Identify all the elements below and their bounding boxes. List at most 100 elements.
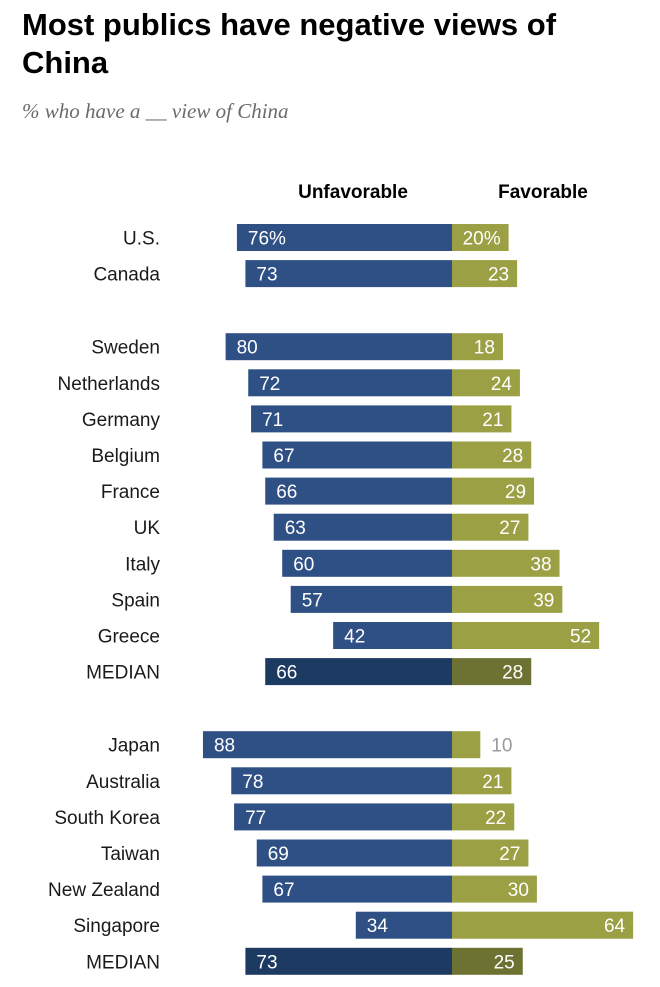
legend-favorable: Favorable	[498, 182, 588, 203]
unfavorable-value-label: 72	[259, 374, 280, 395]
favorable-value-label: 24	[491, 374, 513, 395]
favorable-value-label: 27	[499, 518, 520, 539]
favorable-value-label: 29	[505, 482, 526, 503]
favorable-bar	[452, 224, 509, 251]
unfavorable-bar	[265, 658, 452, 686]
favorable-value-label: 30	[508, 880, 529, 901]
favorable-value-label: 22	[485, 808, 506, 829]
category-label: MEDIAN	[86, 952, 160, 973]
category-label: UK	[134, 518, 161, 539]
favorable-bar	[452, 260, 518, 288]
unfavorable-value-label: 66	[276, 663, 297, 684]
unfavorable-bar	[256, 839, 452, 867]
unfavorable-value-label: 73	[256, 265, 277, 286]
unfavorable-value-label: 67	[273, 880, 294, 901]
favorable-bar	[452, 839, 529, 867]
chart-subtitle: % who have a __ view of China	[22, 99, 289, 123]
favorable-value-label: 20%	[463, 229, 501, 250]
category-label: Japan	[108, 736, 160, 757]
unfavorable-value-label: 80	[237, 338, 258, 359]
unfavorable-value-label: 34	[367, 916, 389, 937]
favorable-value-label: 21	[482, 410, 503, 431]
favorable-value-label: 23	[488, 265, 509, 286]
unfavorable-bar	[245, 947, 452, 975]
favorable-bar	[452, 441, 532, 469]
category-label: Spain	[111, 590, 160, 611]
category-label: Italy	[125, 554, 160, 575]
unfavorable-value-label: 78	[242, 772, 263, 793]
unfavorable-bar	[273, 513, 452, 541]
unfavorable-bar	[355, 911, 452, 939]
unfavorable-bar	[262, 441, 452, 469]
favorable-bar	[452, 658, 532, 686]
favorable-bar	[452, 405, 512, 433]
unfavorable-bar	[236, 224, 452, 251]
unfavorable-value-label: 88	[214, 736, 235, 757]
category-label: Greece	[98, 627, 160, 648]
unfavorable-bar	[202, 731, 452, 759]
favorable-value-label: 25	[494, 952, 515, 973]
category-label: Singapore	[73, 916, 160, 937]
favorable-value-label: 10	[491, 736, 512, 757]
favorable-bar	[452, 369, 520, 397]
unfavorable-value-label: 69	[268, 844, 289, 865]
favorable-bar	[452, 731, 481, 759]
category-label: Canada	[93, 265, 160, 286]
unfavorable-bar	[290, 585, 452, 613]
favorable-bar	[452, 911, 634, 939]
favorable-bar	[452, 477, 535, 505]
favorable-value-label: 21	[482, 772, 503, 793]
favorable-value-label: 28	[502, 663, 523, 684]
unfavorable-value-label: 67	[273, 446, 294, 467]
category-label: France	[101, 482, 160, 503]
favorable-value-label: 28	[502, 446, 523, 467]
favorable-bar	[452, 767, 512, 795]
favorable-bar	[452, 947, 523, 975]
category-label: Netherlands	[58, 374, 160, 395]
unfavorable-value-label: 63	[285, 518, 306, 539]
unfavorable-bar	[225, 333, 452, 361]
unfavorable-value-label: 73	[256, 952, 277, 973]
unfavorable-bar	[245, 260, 452, 288]
unfavorable-value-label: 77	[245, 808, 266, 829]
category-label: Sweden	[91, 338, 160, 359]
unfavorable-value-label: 57	[302, 590, 323, 611]
legend-unfavorable: Unfavorable	[298, 182, 408, 203]
category-label: Germany	[82, 410, 161, 431]
favorable-bar	[452, 333, 503, 361]
unfavorable-value-label: 76%	[248, 229, 286, 250]
favorable-value-label: 52	[570, 627, 591, 648]
unfavorable-bar	[251, 405, 452, 433]
category-label: U.S.	[123, 229, 160, 250]
unfavorable-bar	[231, 767, 452, 795]
favorable-bar	[452, 549, 560, 577]
favorable-bar	[452, 622, 600, 649]
favorable-bar	[452, 803, 515, 831]
unfavorable-value-label: 60	[293, 554, 314, 575]
favorable-value-label: 64	[604, 916, 626, 937]
chart-title: Most publics have negative views of Chin…	[22, 7, 557, 80]
favorable-bar	[452, 585, 563, 613]
favorable-value-label: 39	[533, 590, 554, 611]
category-label: Australia	[86, 772, 160, 793]
favorable-value-label: 38	[530, 554, 551, 575]
unfavorable-bar	[333, 622, 452, 649]
favorable-value-label: 18	[474, 338, 495, 359]
unfavorable-bar	[234, 803, 452, 831]
category-label: New Zealand	[48, 880, 160, 901]
unfavorable-bar	[282, 549, 452, 577]
favorable-value-label: 27	[499, 844, 520, 865]
favorable-bar	[452, 875, 537, 903]
category-label: Belgium	[91, 446, 160, 467]
category-label: MEDIAN	[86, 663, 160, 684]
unfavorable-value-label: 42	[344, 627, 365, 648]
category-label: South Korea	[54, 808, 160, 829]
unfavorable-bar	[262, 875, 452, 903]
unfavorable-bar	[265, 477, 452, 505]
category-label: Taiwan	[101, 844, 160, 865]
favorable-bar	[452, 513, 529, 541]
unfavorable-value-label: 71	[262, 410, 283, 431]
unfavorable-value-label: 66	[276, 482, 297, 503]
unfavorable-bar	[248, 369, 452, 397]
